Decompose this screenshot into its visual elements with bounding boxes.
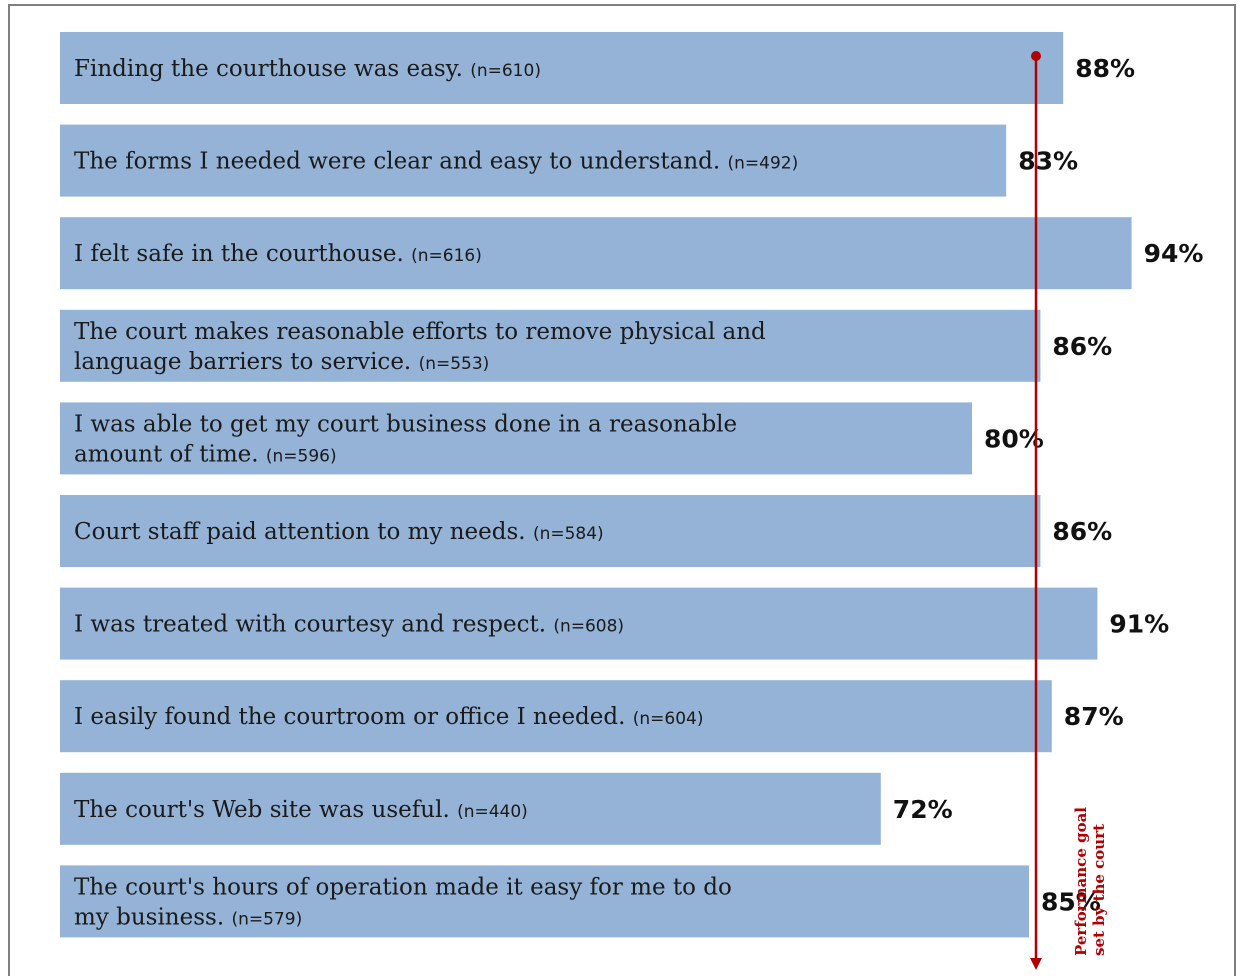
value-label: 72%	[893, 795, 953, 824]
sample-size: (n=610)	[470, 61, 541, 81]
category-label-line: amount of time. (n=596)	[74, 441, 337, 467]
category-label-line: The court makes reasonable efforts to re…	[74, 319, 766, 345]
goal-line-arrowhead	[1030, 958, 1042, 970]
goal-line-start-dot	[1031, 51, 1041, 61]
sample-size: (n=596)	[266, 446, 337, 466]
category-label-line: I was able to get my court business done…	[74, 411, 737, 437]
category-label: I was treated with courtesy and respect.…	[74, 612, 624, 638]
goal-label-line: set by the court	[1090, 824, 1108, 956]
value-label: 86%	[1052, 332, 1112, 361]
value-label: 83%	[1018, 147, 1078, 176]
bar-group: The forms I needed were clear and easy t…	[60, 124, 1078, 197]
category-label-line: Finding the courthouse was easy. (n=610)	[74, 56, 541, 82]
bar	[60, 32, 1064, 104]
sample-size: (n=616)	[411, 246, 482, 266]
goal-label-line: Performance goal	[1072, 807, 1090, 956]
bar-group: The court's Web site was useful. (n=440)…	[60, 772, 953, 845]
sample-size: (n=440)	[457, 802, 528, 822]
bar-group: Court staff paid attention to my needs. …	[60, 495, 1112, 567]
bar-group: I felt safe in the courthouse. (n=616) 94…	[60, 217, 1204, 290]
category-label: I was able to get my court business done…	[74, 411, 737, 467]
category-label-line: my business. (n=579)	[74, 904, 302, 930]
category-label-line: The court's Web site was useful. (n=440)	[74, 797, 528, 823]
sample-size: (n=584)	[533, 524, 604, 544]
category-label: I easily found the courtroom or office I…	[74, 704, 703, 730]
bar	[60, 680, 1052, 753]
value-label: 94%	[1144, 239, 1204, 268]
bar-group: I was treated with courtesy and respect.…	[60, 587, 1169, 660]
bar-group: The court makes reasonable efforts to re…	[60, 309, 1112, 382]
goal-label: Performance goalset by the court	[1072, 807, 1108, 956]
bar	[60, 402, 972, 475]
performance-goal: Performance goalset by the court	[1030, 51, 1108, 970]
sample-size: (n=579)	[231, 909, 302, 929]
category-label-line: The forms I needed were clear and easy t…	[74, 149, 798, 175]
category-label: The court makes reasonable efforts to re…	[74, 319, 766, 375]
bar	[60, 772, 881, 845]
category-label: Finding the courthouse was easy. (n=610)	[74, 56, 541, 82]
value-label: 80%	[984, 424, 1044, 453]
value-label: 85%	[1041, 887, 1101, 916]
value-label: 91%	[1109, 610, 1169, 639]
bar-group: The court's hours of operation made it e…	[60, 865, 1101, 938]
category-label: The court's hours of operation made it e…	[74, 874, 732, 930]
bar-group: I was able to get my court business done…	[60, 402, 1044, 475]
bar	[60, 124, 1007, 197]
value-label: 86%	[1052, 517, 1112, 546]
category-label: The forms I needed were clear and easy t…	[74, 149, 798, 175]
category-label: Court staff paid attention to my needs. …	[74, 519, 604, 545]
category-label: I felt safe in the courthouse. (n=616)	[74, 241, 482, 267]
category-label-line: I was treated with courtesy and respect.…	[74, 612, 624, 638]
value-label: 87%	[1064, 702, 1124, 731]
category-label-line: I felt safe in the courthouse. (n=616)	[74, 241, 482, 267]
bar	[60, 587, 1098, 660]
sample-size: (n=608)	[553, 617, 624, 637]
sample-size: (n=553)	[419, 354, 490, 374]
chart-frame	[8, 4, 1236, 976]
sample-size: (n=492)	[728, 154, 799, 174]
bar	[60, 309, 1041, 382]
bar-group: I easily found the courtroom or office I…	[60, 680, 1124, 753]
category-label-line: Court staff paid attention to my needs. …	[74, 519, 604, 545]
category-label: The court's Web site was useful. (n=440)	[74, 797, 528, 823]
bar	[60, 495, 1041, 567]
bar	[60, 865, 1029, 938]
value-label: 88%	[1075, 54, 1135, 83]
bar	[60, 217, 1132, 290]
category-label-line: The court's hours of operation made it e…	[74, 874, 732, 900]
bar-group: Finding the courthouse was easy. (n=610)…	[60, 32, 1135, 104]
category-label-line: language barriers to service. (n=553)	[74, 349, 489, 375]
sample-size: (n=604)	[633, 709, 704, 729]
category-label-line: I easily found the courtroom or office I…	[74, 704, 703, 730]
